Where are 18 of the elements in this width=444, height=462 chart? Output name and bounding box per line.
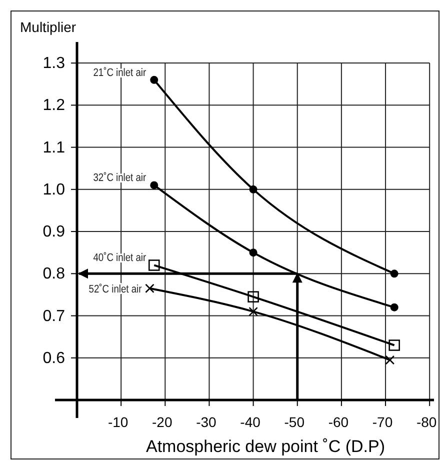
x-tick-label: -70	[372, 414, 393, 430]
y-tick-label: 0.7	[42, 308, 66, 325]
x-tick-label: -80	[416, 414, 437, 430]
y-tick-label: 1.1	[42, 139, 66, 156]
y-tick-label: 0.9	[42, 224, 66, 241]
y-tick-label: 0.6	[42, 350, 66, 367]
x-tick-label: -50	[284, 414, 305, 430]
x-tick-label: -30	[196, 414, 217, 430]
y-tick-label: 1.0	[42, 181, 66, 198]
x-axis-title: Atmospheric dew point ˚C (D.P)	[146, 437, 386, 456]
y-tick-label: 1.3	[42, 55, 66, 72]
y-tick-label: 1.2	[42, 97, 66, 114]
x-tick-label: -60	[328, 414, 349, 430]
y-axis-title: Multiplier	[20, 19, 76, 35]
x-tick-label: -10	[108, 414, 128, 430]
x-tick-label: -40	[240, 414, 261, 430]
x-tick-label: -20	[152, 414, 172, 430]
y-tick-label: 0.8	[42, 266, 66, 283]
